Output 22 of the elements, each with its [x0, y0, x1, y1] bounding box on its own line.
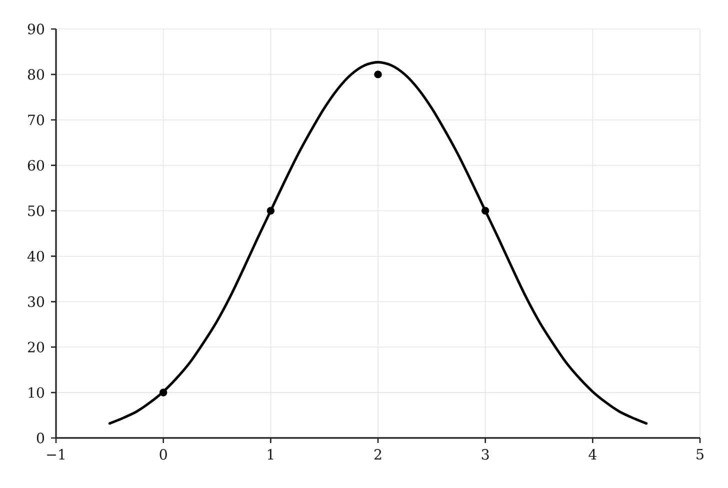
x-tick-label: 4 [588, 449, 596, 460]
y-tick-label: 10 [28, 387, 44, 398]
y-tick-label: 80 [28, 69, 44, 80]
y-tick-label: 50 [28, 205, 44, 216]
y-tick-label: 0 [36, 432, 44, 444]
x-tick-label: 1 [268, 449, 274, 460]
point [374, 70, 382, 78]
y-tick-label: 20 [28, 342, 44, 352]
x-tick-label: 2 [374, 449, 382, 460]
point [266, 206, 275, 215]
line-series [108, 60, 648, 425]
x-tick-label: 5 [696, 449, 704, 460]
y-tick-label: 60 [28, 160, 44, 171]
x-tick-label: 0 [160, 449, 167, 460]
x-tick-label: 3 [482, 449, 489, 460]
y-tick-label: 40 [27, 250, 44, 262]
y-tick-label: 90 [28, 24, 44, 34]
y-tick-label: 70 [28, 114, 44, 126]
point [159, 388, 168, 396]
x-tick-label: −1 [47, 449, 64, 460]
point [481, 206, 490, 215]
y-tick-label: 30 [28, 296, 44, 308]
